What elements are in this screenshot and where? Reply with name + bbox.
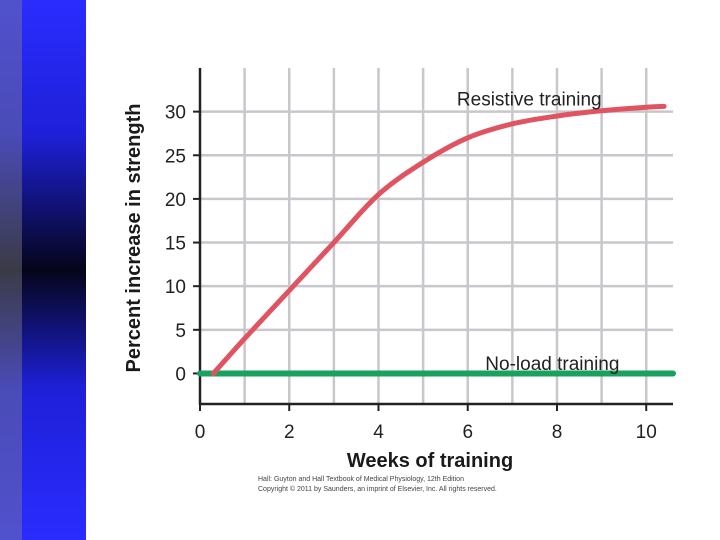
- y-tick-label: 5: [175, 321, 186, 342]
- y-tick-label: 10: [165, 277, 186, 298]
- y-tick-label: 15: [165, 234, 186, 255]
- credit-line-2: Copyright © 2011 by Saunders, an imprint…: [258, 486, 497, 493]
- annotation-no-load-training: No-load training: [485, 354, 619, 375]
- y-axis-label: Percent increase in strength: [123, 104, 145, 373]
- x-tick-label: 0: [195, 422, 206, 443]
- series-resistive-training: [210, 103, 667, 376]
- x-tick-label: 4: [373, 422, 384, 443]
- x-axis-label: Weeks of training: [347, 450, 513, 472]
- annotation-resistive-training: Resistive training: [457, 90, 602, 111]
- x-tick-label: 2: [284, 422, 295, 443]
- x-tick-label: 8: [552, 422, 563, 443]
- y-tick-label: 25: [165, 146, 186, 167]
- y-tick-label: 20: [165, 190, 186, 211]
- credit-line-1: Hall: Guyton and Hall Textbook of Medica…: [258, 476, 464, 483]
- x-tick-label: 6: [462, 422, 473, 443]
- x-tick-label: 10: [636, 422, 657, 443]
- sidebar-pattern: [0, 0, 22, 540]
- decorative-sidebar: [0, 0, 86, 540]
- y-tick-label: 0: [175, 364, 186, 385]
- y-tick-label: 30: [165, 103, 186, 124]
